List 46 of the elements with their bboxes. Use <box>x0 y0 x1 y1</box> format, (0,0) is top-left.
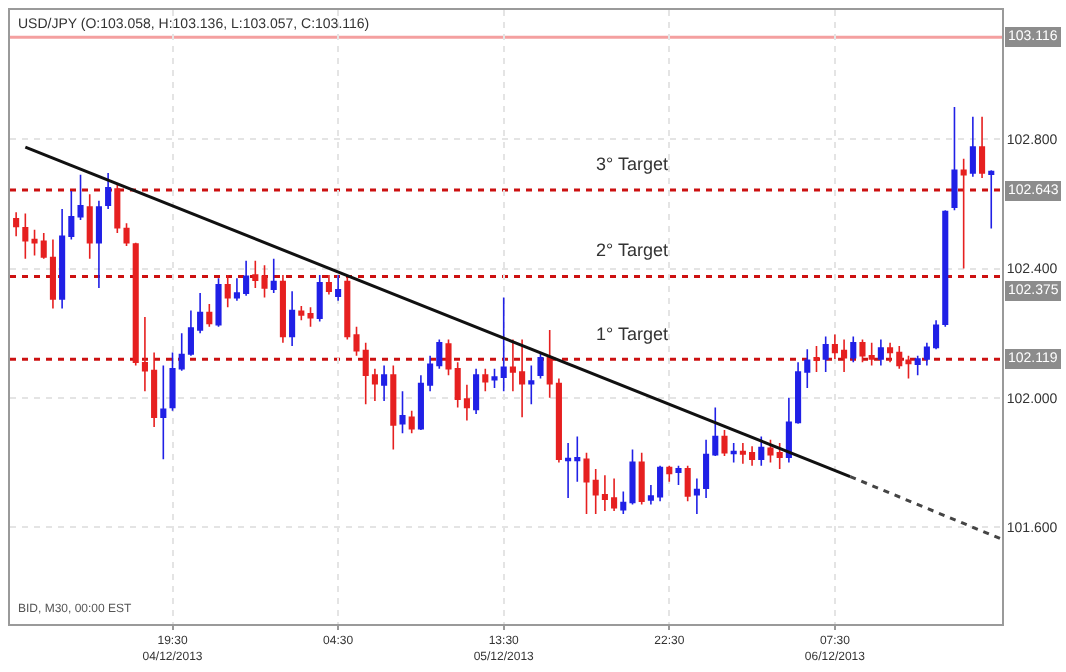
candlestick <box>335 274 342 302</box>
candlestick <box>160 364 167 460</box>
candlestick <box>206 303 213 328</box>
candlestick <box>482 367 489 393</box>
candlestick <box>969 115 976 178</box>
candlestick <box>813 345 820 373</box>
candlestick <box>473 367 480 415</box>
candlestick <box>316 274 323 323</box>
candlestick <box>887 342 894 364</box>
candlestick <box>877 338 884 367</box>
candlestick <box>951 106 958 212</box>
candlestick <box>537 351 544 380</box>
candlestick <box>666 464 673 483</box>
candlestick <box>822 335 829 373</box>
candlestick <box>988 169 995 230</box>
candlestick <box>95 199 102 289</box>
candlestick <box>325 274 332 296</box>
candlestick <box>684 464 691 502</box>
candlestick <box>675 464 682 486</box>
candlestick <box>638 451 645 506</box>
candlestick <box>105 172 112 210</box>
candlestick <box>979 115 986 179</box>
candlestick <box>49 238 56 310</box>
candlestick <box>381 364 388 402</box>
candlestick <box>390 364 397 451</box>
annotation: 1° Target <box>596 324 669 344</box>
candlestick <box>565 442 572 499</box>
candlestick <box>279 274 286 344</box>
candlestick <box>270 258 277 294</box>
candlestick <box>86 193 93 260</box>
candlestick <box>693 477 700 515</box>
annotation: 2° Target <box>596 240 669 260</box>
candlestick <box>224 274 231 309</box>
candlestick <box>942 209 949 328</box>
candlestick <box>399 390 406 435</box>
candlestick <box>408 409 415 435</box>
annotation: 3° Target <box>596 154 669 174</box>
candlestick <box>289 290 296 347</box>
candlestick <box>13 211 20 238</box>
candlestick <box>758 435 765 467</box>
candlestick <box>721 429 728 457</box>
candlestick <box>528 364 535 406</box>
candlestick <box>960 157 967 270</box>
candlestick <box>730 442 737 464</box>
candlestick <box>215 277 222 328</box>
candlestick <box>850 335 857 364</box>
